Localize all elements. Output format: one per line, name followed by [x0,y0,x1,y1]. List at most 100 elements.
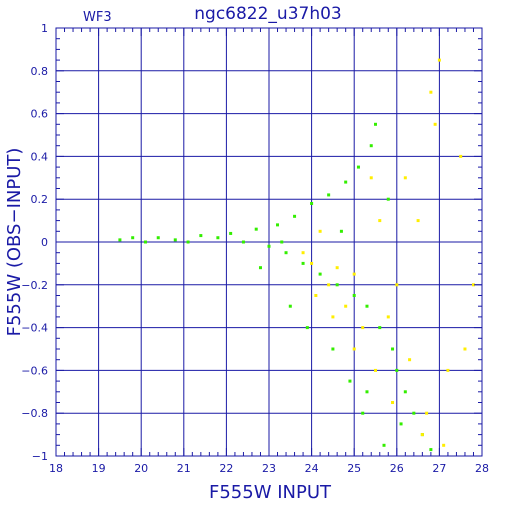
yellow-point [429,90,433,94]
x-tick-label: 23 [262,462,276,475]
y-tick-label: 1 [41,22,48,35]
yellow-point [361,326,365,330]
x-tick-label: 25 [347,462,361,475]
green-point [403,390,407,394]
yellow-point [446,368,450,372]
green-point [143,240,147,244]
green-point [331,347,335,351]
green-point [305,326,309,330]
y-tick-label: 0.2 [31,193,49,206]
yellow-point [386,315,390,319]
green-point [118,238,122,242]
green-point [318,272,322,276]
y-tick-label: −0.2 [21,279,48,292]
green-point [199,234,203,238]
green-point [216,236,220,240]
x-tick-label: 20 [134,462,148,475]
yellow-point [416,219,420,223]
yellow-point [369,176,373,180]
green-point [156,236,160,240]
green-point [173,238,177,242]
y-tick-label: −0.4 [21,322,48,335]
y-tick-label: 0.4 [31,150,49,163]
green-point [395,368,399,372]
green-point [339,229,343,233]
green-point [356,165,360,169]
y-tick-label: −0.8 [21,407,48,420]
chart-title: ngc6822_u37h03 [194,4,342,24]
y-tick-label: −0.6 [21,364,48,377]
y-tick-label: −1 [32,450,48,463]
green-point [293,214,297,218]
green-point [352,294,356,297]
yellow-point [314,294,318,297]
green-point [361,411,365,415]
x-tick-labels: 18 19 20 21 22 23 24 25 26 27 28 [49,462,489,475]
green-point [254,227,258,231]
points-layer [118,58,475,452]
yellow-point [352,272,356,276]
yellow-point [437,58,441,62]
green-point [378,326,382,330]
green-point [186,240,190,244]
x-tick-label: 22 [219,462,233,475]
green-point [131,236,135,240]
x-tick-label: 19 [92,462,106,475]
yellow-point [318,229,322,233]
green-point [369,144,373,148]
y-tick-label: 0.8 [31,65,49,78]
yellow-point [327,283,331,287]
yellow-point [395,283,399,287]
green-point [229,231,233,235]
y-tick-labels: −1 −0.8 −0.6 −0.4 −0.2 0 0.2 0.4 0.6 0.8 1 [21,22,48,463]
green-point [241,240,245,244]
yellow-point [335,266,339,270]
yellow-point [374,368,377,372]
green-point [382,443,386,447]
yellow-point [442,443,446,447]
green-point [327,193,331,197]
chart-subtitle: WF3 [83,10,112,25]
green-point [267,244,271,248]
green-point [365,304,369,308]
ticks-layer [55,27,483,457]
green-point [412,411,416,415]
x-tick-label: 28 [475,462,489,475]
y-axis-label: F555W (OBS−INPUT) [4,148,25,337]
green-point [258,266,262,270]
green-point [301,261,305,265]
yellow-point [403,176,407,180]
x-tick-label: 26 [390,462,404,475]
green-point [344,180,348,184]
yellow-point [471,283,475,287]
x-tick-label: 27 [432,462,446,475]
green-point [391,347,395,351]
green-point [348,379,352,383]
yellow-point [420,433,424,437]
yellow-point [378,219,382,223]
green-point [365,390,369,394]
x-tick-label: 24 [305,462,319,475]
yellow-point [425,411,429,415]
grid-layer [56,28,482,456]
yellow-point [344,304,348,308]
green-point [276,223,280,227]
y-tick-label: 0.6 [31,108,49,121]
green-point [280,240,284,244]
yellow-point [408,358,412,362]
yellow-point [391,401,395,404]
green-point [429,448,433,452]
green-point [374,122,377,126]
green-point [288,304,292,308]
yellow-point [331,315,335,319]
x-tick-label: 18 [49,462,63,475]
x-tick-label: 21 [177,462,191,475]
green-point [335,283,339,287]
yellow-point [310,261,314,265]
yellow-point [433,122,437,126]
yellow-point [463,347,467,351]
green-point [386,197,390,201]
green-point [310,201,314,205]
